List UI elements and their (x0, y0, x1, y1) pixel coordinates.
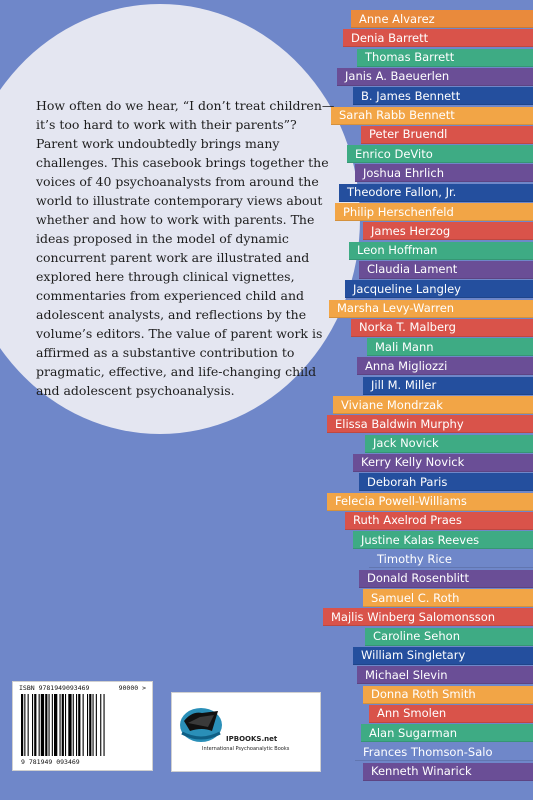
contributor-spine: Denia Barrett (343, 29, 533, 48)
contributor-spine: Claudia Lament (359, 260, 533, 279)
contributor-spine: Donna Roth Smith (363, 685, 533, 704)
contributor-spine: Philip Herschenfeld (335, 203, 533, 221)
contributor-spine: B. James Bennett (353, 87, 533, 106)
contributor-spine: Caroline Sehon (365, 627, 533, 646)
contributor-spine: Michael Slevin (357, 666, 533, 685)
contributor-spine: Anna Migliozzi (357, 357, 533, 376)
contributor-spine: Peter Bruendl (361, 125, 533, 144)
barcode-panel: ISBN 9781949093469 90000 > 9 781949 0934… (12, 681, 153, 771)
book-description: How often do we hear, “I don’t treat chi… (36, 98, 335, 398)
contributor-spine: Joshua Ehrlich (355, 164, 533, 183)
contributor-spine: Felecia Powell-Williams (327, 492, 533, 511)
contributor-spine: Donald Rosenblitt (359, 569, 533, 588)
blurb-bubble (0, 4, 360, 434)
contributor-spine: Jack Novick (365, 434, 533, 453)
publisher-name: IPBOOKS.net (226, 735, 278, 743)
contributor-spine: Samuel C. Roth (363, 589, 533, 607)
contributor-spine: Leon Hoffman (349, 241, 533, 260)
contributor-spine: Sarah Rabb Bennett (331, 106, 533, 125)
contributor-spine: Deborah Paris (359, 473, 533, 492)
price-code: 90000 > (118, 684, 146, 692)
contributor-spine: Norka T. Malberg (351, 318, 533, 337)
contributor-spine: Mali Mann (367, 338, 533, 357)
contributor-spine: Timothy Rice (369, 550, 533, 569)
contributor-spine: Justine Kalas Reeves (353, 531, 533, 550)
contributor-spine: Jill M. Miller (363, 376, 533, 395)
contributor-spine: Thomas Barrett (357, 48, 533, 67)
contributor-spine: Kerry Kelly Novick (353, 453, 533, 472)
contributor-spine: James Herzog (363, 222, 533, 241)
contributor-spine: Theodore Fallon, Jr. (339, 183, 533, 202)
contributor-spine: Marsha Levy-Warren (329, 299, 533, 318)
isbn-label: ISBN 9781949093469 (19, 684, 90, 692)
contributor-spine: Elissa Baldwin Murphy (327, 415, 533, 434)
contributor-spine: Viviane Mondrzak (333, 396, 533, 414)
publisher-panel: IPBOOKS.net International Psychoanalytic… (171, 692, 321, 772)
contributor-spine: Ann Smolen (369, 704, 533, 723)
contributor-spine: Jacqueline Langley (345, 280, 533, 299)
publisher-subtitle: International Psychoanalytic Books (202, 746, 290, 752)
contributor-spine: Alan Sugarman (361, 724, 533, 743)
contributor-spine: Kenneth Winarick (363, 762, 533, 781)
isbn-digits: 9 781949 093469 (21, 758, 80, 766)
publisher-logo-icon (180, 708, 222, 742)
contributor-spine: Frances Thomson-Salo (355, 743, 533, 762)
contributor-spine: William Singletary (353, 646, 533, 665)
contributor-spine: Enrico DeVito (347, 145, 533, 164)
contributor-spine: Ruth Axelrod Praes (345, 511, 533, 530)
barcode-icon (21, 694, 105, 756)
contributor-spine: Majlis Winberg Salomonsson (323, 608, 533, 627)
contributor-spine: Anne Alvarez (351, 10, 533, 28)
contributor-spine: Janis A. Baeuerlen (337, 67, 533, 86)
